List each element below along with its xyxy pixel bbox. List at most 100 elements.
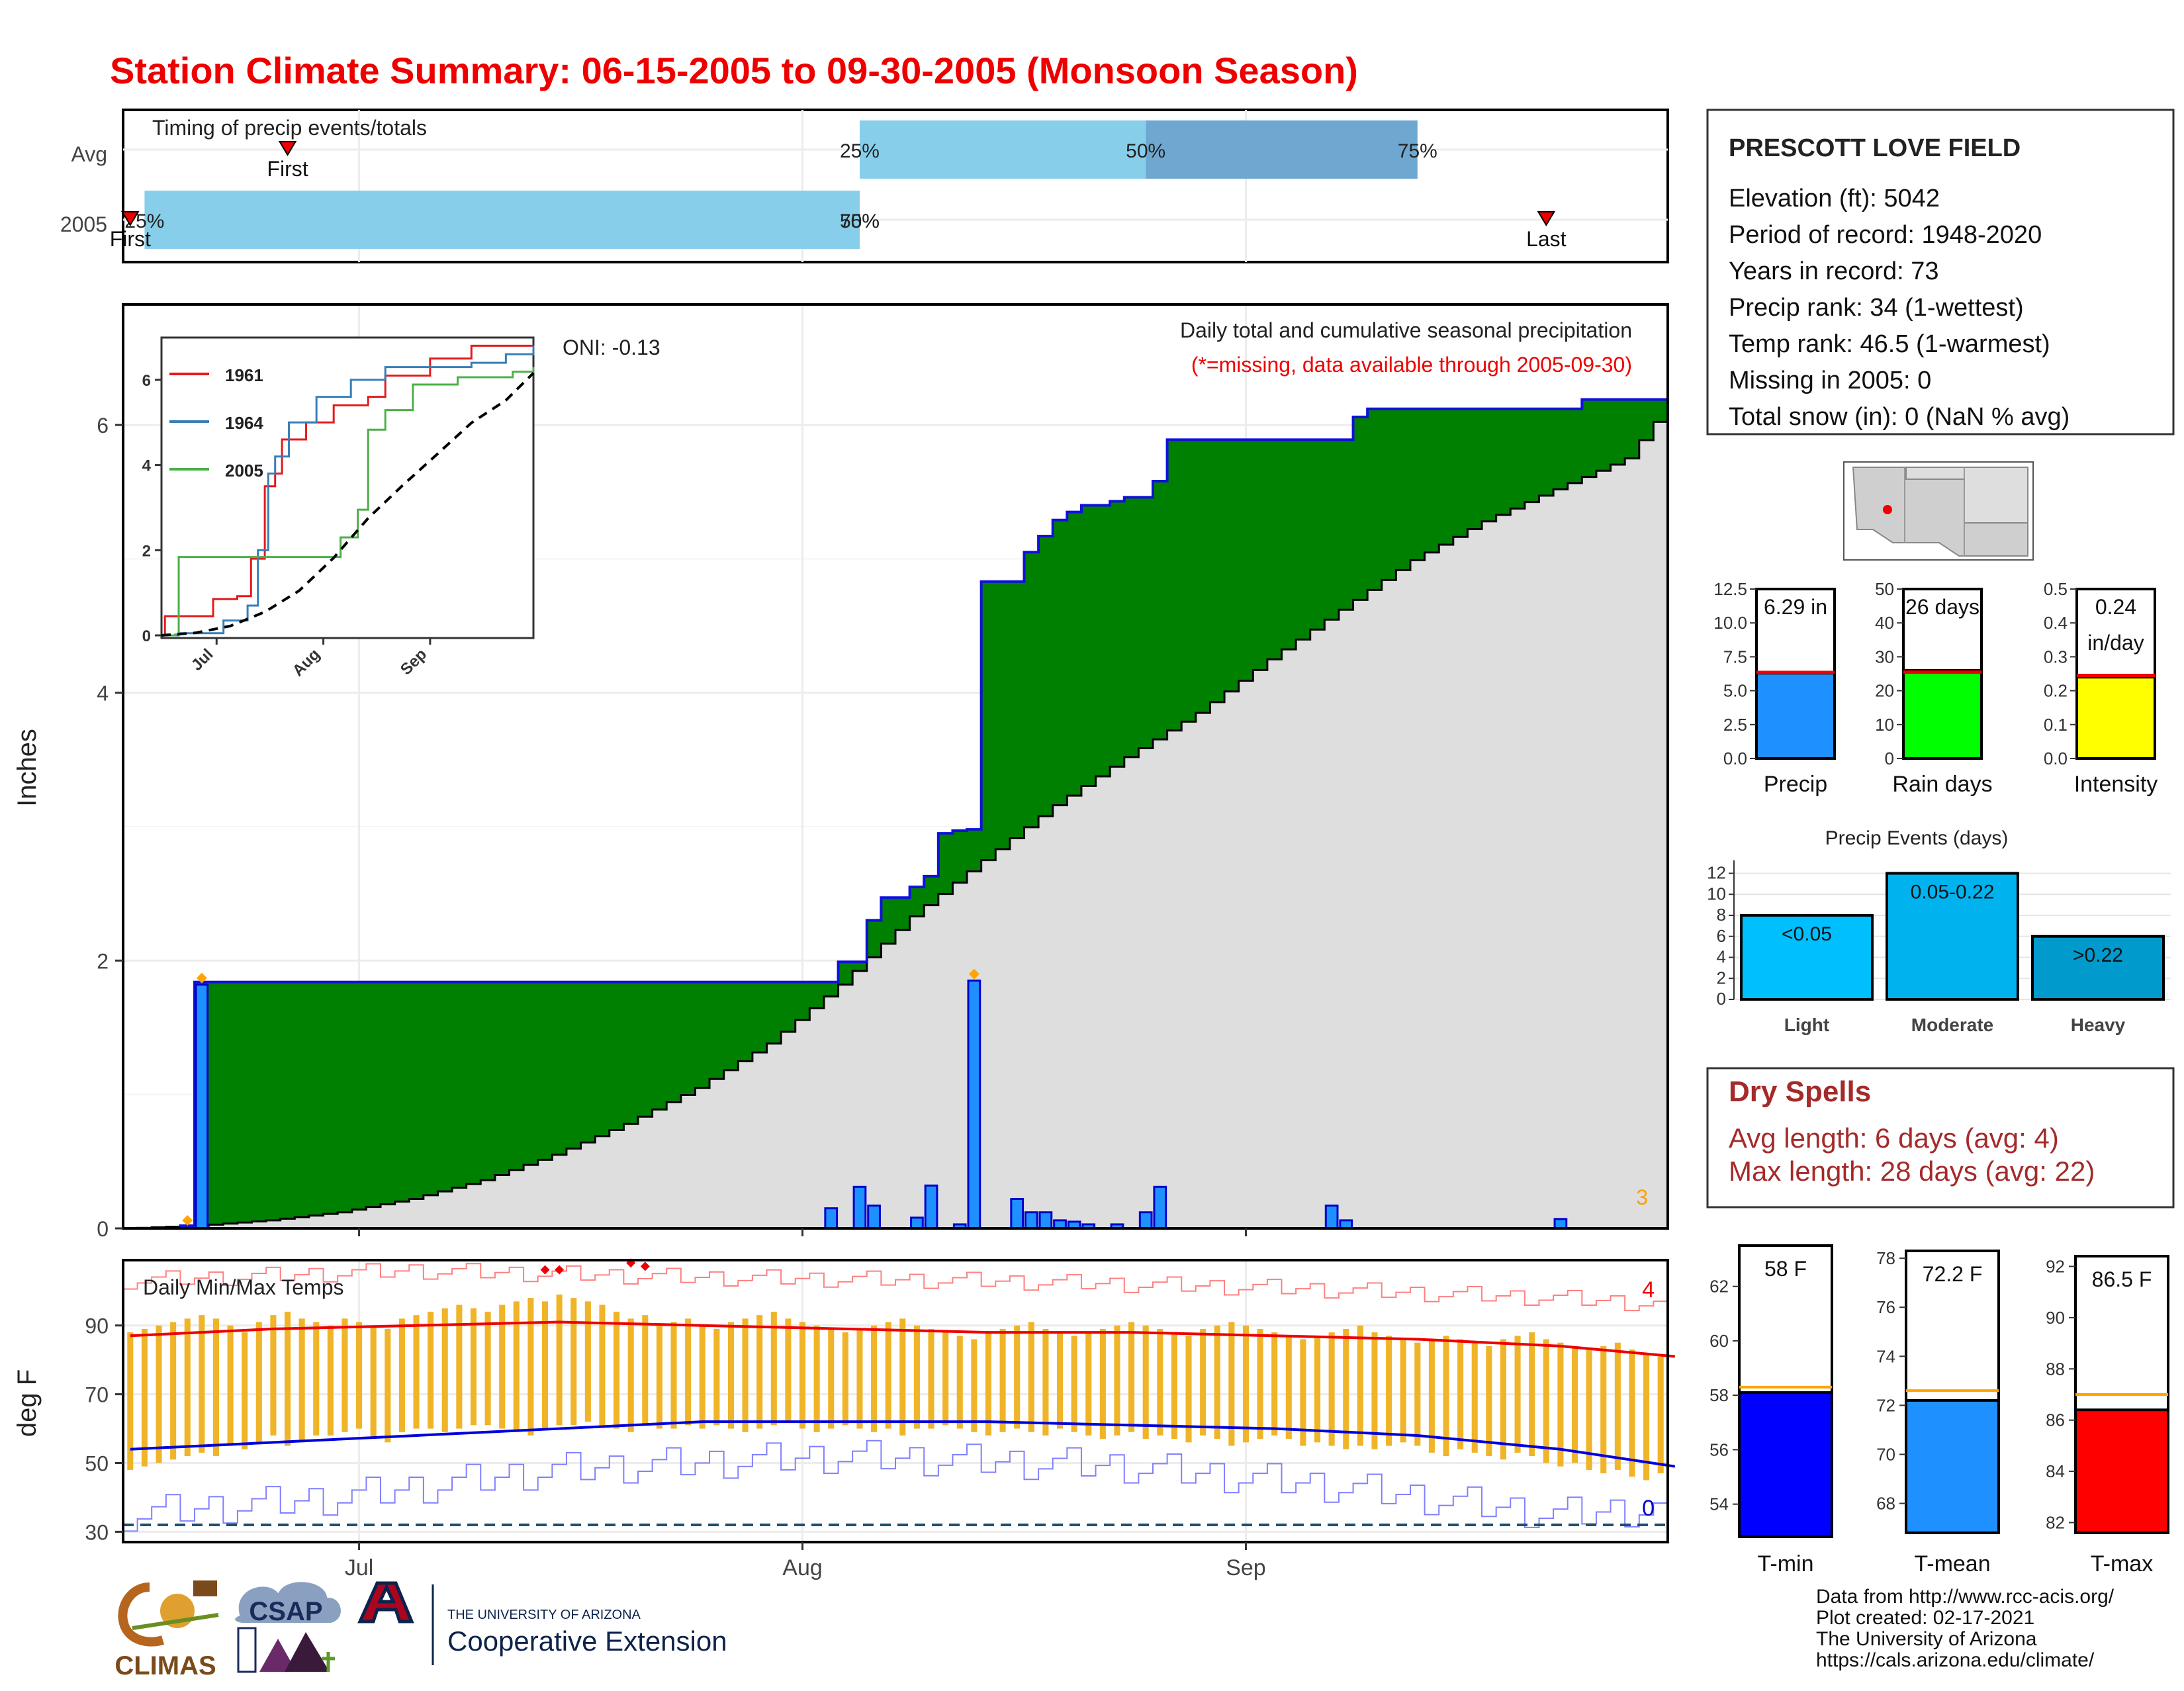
- temp-bar-y-tick-label: 92: [2046, 1256, 2065, 1276]
- record-low-line: [123, 1440, 1668, 1532]
- temp-bar-name: T-mean: [1914, 1551, 1990, 1577]
- inset-y-tick-label: 2: [142, 542, 151, 560]
- temp-panel: Daily Min/Max Temps deg F 4 0 30 50 70 90 J…: [13, 1258, 1676, 1580]
- inset-legend-1961: 1961: [225, 365, 263, 385]
- figure-title: Station Climate Summary: 06-15-2005 to 0…: [110, 50, 1358, 91]
- csap-logo-text: CSAP: [249, 1597, 322, 1626]
- events-category-label: Moderate: [1911, 1015, 1993, 1035]
- mini-bar-y-tick-label: 2.5: [1723, 715, 1747, 735]
- daily-temp-range-bar: [756, 1315, 763, 1429]
- timing-box-upper: [1146, 120, 1418, 179]
- credit-line: Plot created: 02-17-2021: [1816, 1607, 2034, 1629]
- daily-temp-range-bar: [242, 1332, 248, 1449]
- dry-spells-avg-length: Avg length: 6 days (avg: 4): [1729, 1122, 2059, 1154]
- temp-y-axis-label: deg F: [13, 1369, 42, 1437]
- daily-temp-range-bar: [1185, 1336, 1192, 1443]
- daily-temp-range-bar: [1114, 1325, 1120, 1436]
- daily-temp-range-bar: [1557, 1342, 1564, 1467]
- mini-bar-name: Precip: [1764, 772, 1827, 797]
- daily-temp-range-bar: [785, 1318, 792, 1422]
- temp-bar-y-tick-label: 74: [1876, 1346, 1895, 1366]
- daily-temp-range-bar: [141, 1328, 148, 1467]
- timing-first-marker: [121, 211, 140, 226]
- daily-precip-bar: [967, 980, 981, 1230]
- daily-temp-range-bar: [871, 1325, 878, 1432]
- mini-bar-y-tick-label: 0.0: [2044, 749, 2068, 768]
- daily-temp-range-bar: [985, 1332, 992, 1436]
- daily-temp-range-bar: [1157, 1328, 1163, 1436]
- climas-logo-text: CLIMAS: [114, 1651, 216, 1680]
- daily-temp-range-bar: [699, 1325, 705, 1429]
- mini-bar-y-tick-label: 0.1: [2044, 715, 2068, 735]
- station-info-line: Elevation (ft): 5042: [1729, 185, 1940, 212]
- daily-temp-range-bar: [842, 1332, 848, 1426]
- daily-temp-range-bar: [1657, 1356, 1664, 1474]
- daily-temp-range-bar: [942, 1332, 949, 1426]
- inset-series-line: [161, 345, 535, 637]
- avg-cumulative-area: [123, 422, 1668, 1228]
- daily-temp-range-bar: [1300, 1339, 1306, 1446]
- temp-bar-y-tick-label: 86: [2046, 1410, 2065, 1430]
- mini-bar-y-tick-label: 0.3: [2044, 647, 2068, 666]
- temp-bar-y-tick-label: 56: [1709, 1440, 1729, 1459]
- daily-temp-range-bar: [627, 1318, 634, 1432]
- daily-temp-range-bar: [470, 1308, 477, 1426]
- daily-temp-range-bar: [928, 1328, 934, 1429]
- events-y-tick-label: 6: [1717, 926, 1726, 946]
- station-info-line: Missing in 2005: 0: [1729, 367, 1931, 394]
- daily-precip-bar: [1324, 1205, 1339, 1230]
- temp-bar-y-tick-label: 68: [1876, 1494, 1895, 1514]
- events-y-tick-label: 12: [1707, 863, 1726, 883]
- daily-temp-range-bar: [1214, 1325, 1220, 1440]
- daily-temp-range-bar: [1571, 1346, 1578, 1463]
- daily-temp-range-bar: [413, 1315, 420, 1429]
- daily-temp-range-bar: [356, 1322, 363, 1429]
- daily-precip-record-marker: [182, 1214, 193, 1226]
- precip-legend-title: Daily total and cumulative seasonal prec…: [1180, 318, 1632, 342]
- daily-temp-range-bar: [1056, 1332, 1064, 1429]
- mini-bar-y-tick-label: 50: [1875, 579, 1894, 599]
- timing-box-lower: [859, 120, 1146, 179]
- oni-value: ONI: -0.13: [563, 336, 660, 359]
- mini-bar-value: [1755, 672, 1836, 760]
- daily-temp-range-bar: [456, 1304, 463, 1429]
- daily-temp-range-bar: [742, 1318, 749, 1432]
- daily-temp-range-bar: [341, 1318, 348, 1432]
- mini-bar-y-tick-label: 12.5: [1713, 579, 1747, 599]
- daily-temp-range-bar: [499, 1304, 506, 1429]
- daily-temp-range-bar: [1457, 1339, 1464, 1449]
- timing-row-avg: Avg: [71, 142, 107, 166]
- inset-series-line: [161, 367, 535, 637]
- daily-temp-range-bar: [327, 1325, 334, 1436]
- daily-precip-bar: [924, 1184, 938, 1230]
- temp-bar-y-tick-label: 84: [2046, 1461, 2065, 1481]
- daily-temp-range-bar: [270, 1315, 277, 1436]
- daily-temp-range-bar: [1171, 1332, 1177, 1440]
- events-y-tick-label: 2: [1717, 968, 1726, 987]
- credit-line: Data from http://www.rcc-acis.org/: [1816, 1586, 2115, 1608]
- daily-precip-bar: [1138, 1211, 1153, 1230]
- temp-bar-value: [2074, 1408, 2169, 1534]
- inset-series-line: [161, 344, 533, 637]
- daily-temp-range-bar: [913, 1325, 920, 1429]
- temp-count-low: 0: [1642, 1496, 1655, 1521]
- timing-p75-label: 75%: [840, 210, 880, 232]
- events-bar-label: <0.05: [1782, 923, 1832, 945]
- daily-temp-range-bar: [1486, 1346, 1492, 1457]
- avg-cumulative-line: [123, 420, 1668, 1230]
- timing-first-marker: [278, 141, 297, 156]
- events-y-tick-label: 0: [1717, 989, 1726, 1009]
- events-y-tick-label: 4: [1717, 947, 1726, 967]
- temp-bar-value-label: 58 F: [1764, 1257, 1807, 1281]
- precip-y-tick-label: 0: [97, 1217, 109, 1241]
- mini-bar-y-tick-label: 0.2: [2044, 681, 2068, 701]
- daily-temp-range-bar: [1443, 1336, 1449, 1457]
- mini-bar-name: Intensity: [2074, 772, 2158, 797]
- temp-bar-y-tick-label: 72: [1876, 1395, 1895, 1415]
- events-bar-label: >0.22: [2073, 944, 2123, 966]
- daily-temp-range-bar: [313, 1322, 320, 1436]
- daily-precip-bar: [824, 1207, 839, 1230]
